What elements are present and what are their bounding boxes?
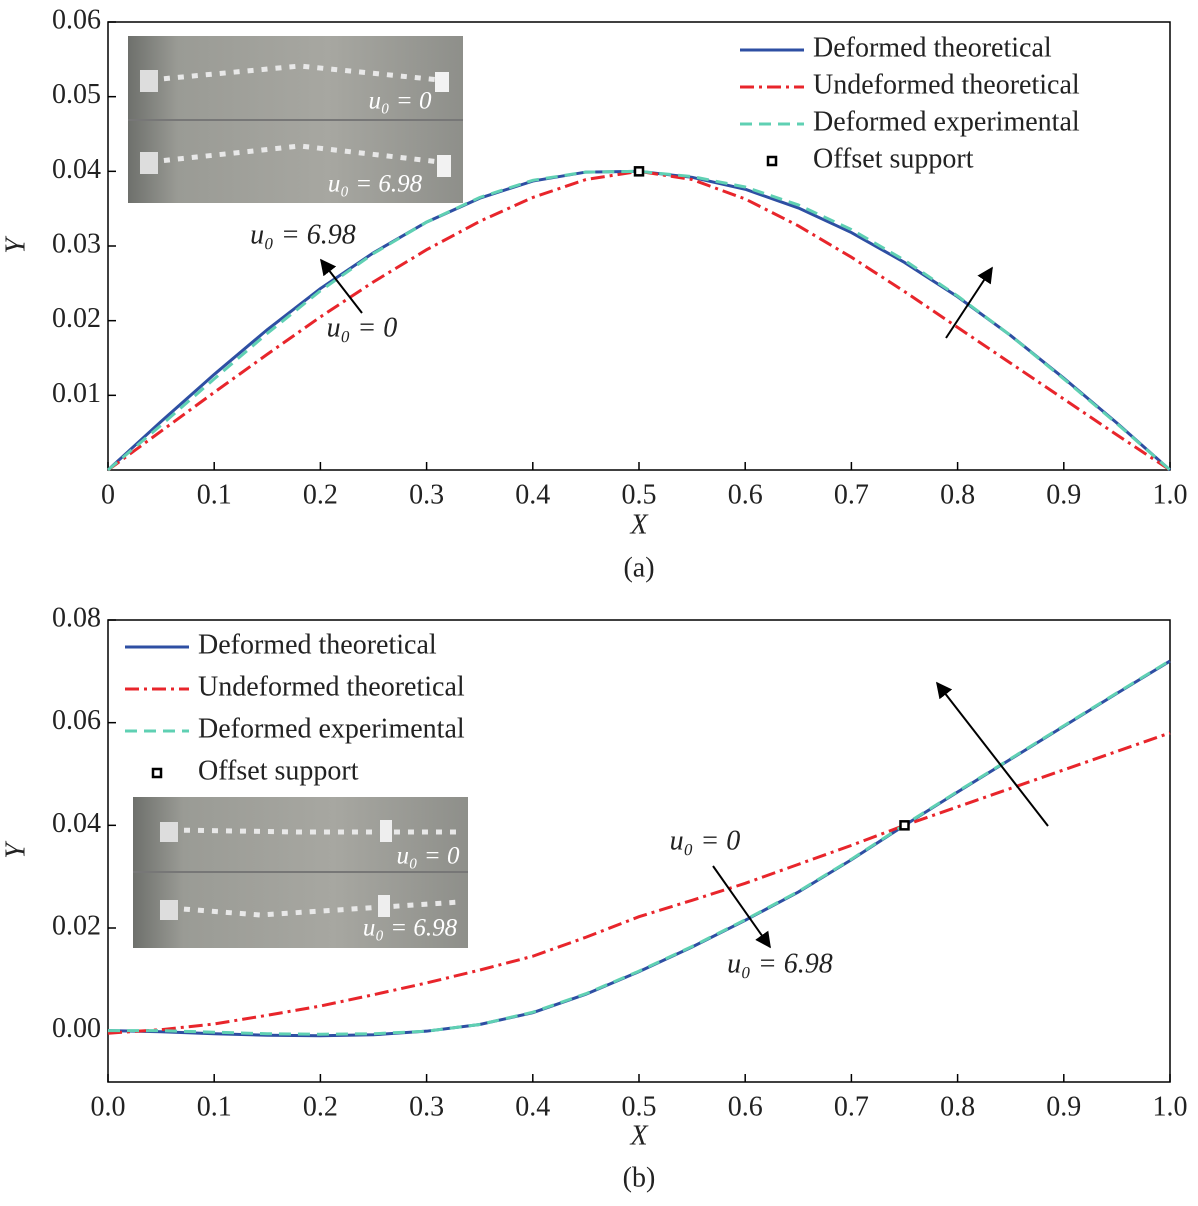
series-line (107, 169, 1171, 472)
legend-swatch (151, 767, 163, 779)
series-line (108, 659, 1171, 1036)
inset-label: u₀ = 0 (368, 88, 432, 115)
y-tick-label: 0.02 (52, 910, 101, 941)
legend-label: Offset support (198, 755, 359, 786)
legend-label: Undeformed theoretical (198, 671, 465, 702)
x-tick-label: 0.3 (409, 1091, 444, 1122)
annotation: u₀ = 0 (327, 312, 398, 343)
annotation: u₀ = 6.98 (250, 219, 356, 250)
inset-label: u₀ = 6.98 (328, 171, 423, 198)
x-tick-label: 0.4 (515, 1091, 550, 1122)
y-tick-label: 0.03 (52, 228, 101, 259)
y-axis-label: Y (0, 840, 31, 859)
series-line (106, 169, 1171, 472)
legend-label: Undeformed theoretical (813, 69, 1080, 100)
x-tick-label: 1.0 (1153, 479, 1188, 510)
x-tick-label: 0.2 (303, 1091, 338, 1122)
annotation: u₀ = 0 (670, 825, 741, 856)
x-tick-label: 0.1 (197, 1091, 232, 1122)
y-axis-label: Y (0, 235, 31, 254)
x-tick-label: 0.3 (409, 479, 444, 510)
annotation: u₀ = 6.98 (727, 948, 833, 979)
y-tick-label: 0.04 (52, 808, 101, 839)
panel-label: (b) (623, 1162, 656, 1193)
legend-swatch (766, 155, 778, 167)
x-tick-label: 0.6 (728, 1091, 763, 1122)
legend-label: Deformed experimental (198, 713, 465, 744)
x-axis-label: X (629, 1120, 648, 1151)
legend-label: Deformed theoretical (198, 629, 437, 660)
x-tick-label: 0.8 (940, 479, 975, 510)
x-tick-label: 0.5 (622, 479, 657, 510)
x-tick-label: 0.5 (622, 1091, 657, 1122)
panel-label: (a) (623, 552, 654, 583)
x-tick-label: 0.8 (940, 1091, 975, 1122)
x-tick-label: 0.7 (834, 479, 869, 510)
y-tick-label: 0.00 (52, 1013, 101, 1044)
offset-support (899, 820, 910, 831)
y-tick-label: 0.02 (52, 303, 101, 334)
legend-label: Deformed theoretical (813, 32, 1052, 63)
x-tick-label: 0.6 (728, 479, 763, 510)
inset-photo (128, 36, 463, 203)
x-tick-label: 1.0 (1153, 1091, 1188, 1122)
y-tick-label: 0.06 (52, 705, 101, 736)
inset-label: u₀ = 0 (396, 843, 460, 870)
annotation-arrow (320, 258, 1049, 949)
legend-label: Offset support (813, 143, 974, 174)
inset-label: u₀ = 6.98 (363, 915, 458, 942)
offset-support (633, 166, 645, 177)
series-line (107, 731, 1171, 1035)
legend-label: Deformed experimental (813, 106, 1080, 137)
y-tick-label: 0.04 (52, 154, 101, 185)
x-tick-label: 0.7 (834, 1091, 869, 1122)
x-tick-label: 0.9 (1046, 1091, 1081, 1122)
series-line (107, 169, 1171, 472)
x-tick-label: 0.0 (91, 1091, 126, 1122)
x-tick-label: 0.1 (197, 479, 232, 510)
inset-photo (133, 797, 468, 948)
y-tick-label: 0.05 (52, 79, 101, 110)
y-tick-label: 0.01 (52, 378, 101, 409)
y-tick-label: 0.08 (52, 602, 101, 633)
x-tick-label: 0.9 (1046, 479, 1081, 510)
x-tick-label: 0 (101, 479, 115, 510)
x-tick-label: 0.4 (515, 479, 550, 510)
x-tick-label: 0.2 (303, 479, 338, 510)
y-tick-label: 0.06 (52, 4, 101, 35)
x-axis-label: X (629, 509, 648, 540)
